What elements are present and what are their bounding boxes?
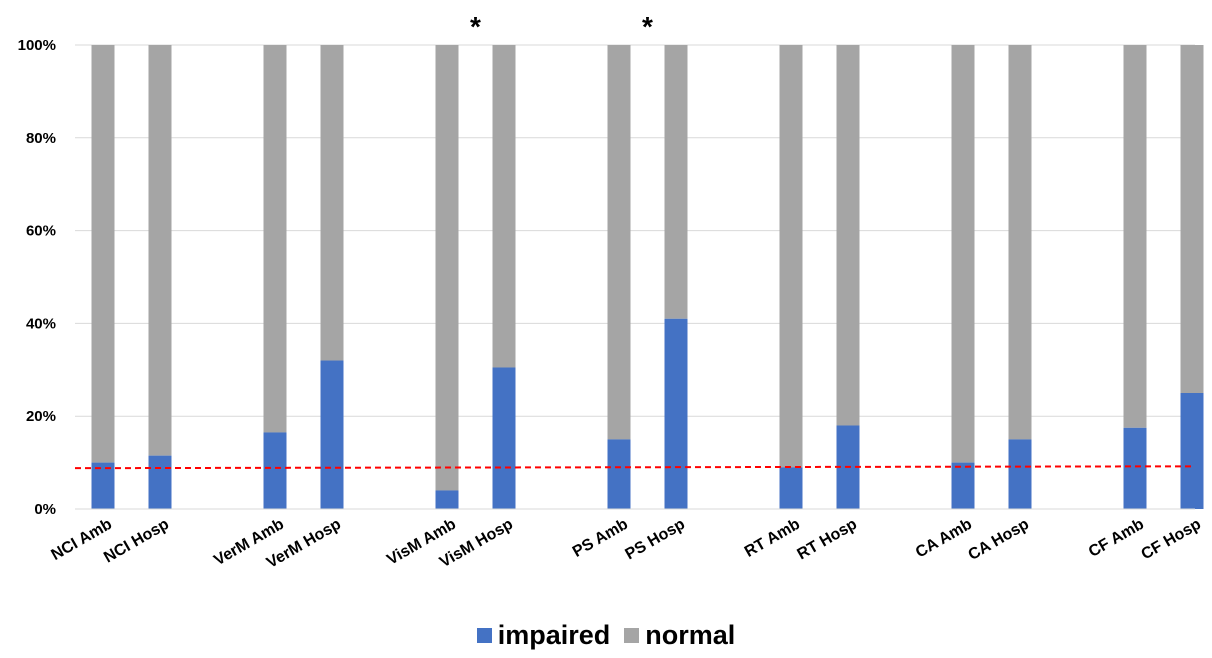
- bar-impaired: [320, 360, 344, 509]
- bar-impaired: [263, 432, 287, 509]
- bar-normal: [836, 45, 860, 426]
- bar-normal: [1008, 45, 1032, 440]
- x-tick-label: CF Hosp: [1139, 516, 1205, 564]
- bar-normal: [148, 45, 172, 456]
- y-tick-label: 0%: [34, 501, 56, 518]
- bar-normal: [492, 45, 516, 368]
- legend-swatch-impaired: [476, 628, 492, 643]
- legend-item-impaired: impaired: [476, 620, 611, 651]
- y-tick-label: 20%: [26, 408, 56, 425]
- bar-impaired: [607, 439, 631, 509]
- bar-impaired: [1008, 439, 1032, 509]
- bar-impaired: [1180, 393, 1204, 509]
- bar-normal: [263, 45, 287, 433]
- significance-marker: *: [470, 11, 481, 42]
- x-tick-label: RT Hosp: [795, 516, 861, 564]
- x-tick-label: CF Amb: [1086, 516, 1147, 561]
- bar-normal: [1123, 45, 1147, 428]
- bar-impaired: [91, 462, 115, 509]
- bar-normal: [664, 45, 688, 319]
- x-tick-label: CA Hosp: [966, 516, 1033, 564]
- y-tick-label: 60%: [26, 223, 56, 240]
- bar-impaired: [492, 367, 516, 509]
- y-tick-label: 40%: [26, 315, 56, 332]
- x-tick-label: PS Hosp: [623, 516, 689, 564]
- legend-swatch-normal: [624, 628, 640, 643]
- bar-impaired: [435, 490, 459, 509]
- bar-impaired: [1123, 427, 1147, 509]
- bar-impaired: [951, 462, 975, 509]
- x-tick-label: RT Amb: [742, 516, 803, 561]
- x-tick-label: CA Amb: [913, 516, 975, 562]
- x-tick-label: NCI Hosp: [101, 516, 172, 567]
- bar-impaired: [779, 467, 803, 509]
- significance-marker: *: [642, 11, 653, 42]
- bar-impaired: [148, 455, 172, 509]
- legend-item-normal: normal: [624, 620, 735, 651]
- bar-impaired: [664, 318, 688, 509]
- legend-label-normal: normal: [645, 620, 736, 650]
- bar-normal: [607, 45, 631, 440]
- bar-normal: [1180, 45, 1204, 393]
- bar-normal: [91, 45, 115, 463]
- x-tick-label: PS Amb: [570, 516, 631, 561]
- bar-normal: [779, 45, 803, 468]
- bar-normal: [320, 45, 344, 361]
- bar-normal: [435, 45, 459, 491]
- reference-line: [74, 465, 1196, 470]
- y-tick-label: 100%: [18, 37, 56, 54]
- legend: impaired normal: [0, 620, 1212, 651]
- y-tick-label: 80%: [26, 130, 56, 147]
- bar-normal: [951, 45, 975, 463]
- legend-label-impaired: impaired: [497, 620, 611, 650]
